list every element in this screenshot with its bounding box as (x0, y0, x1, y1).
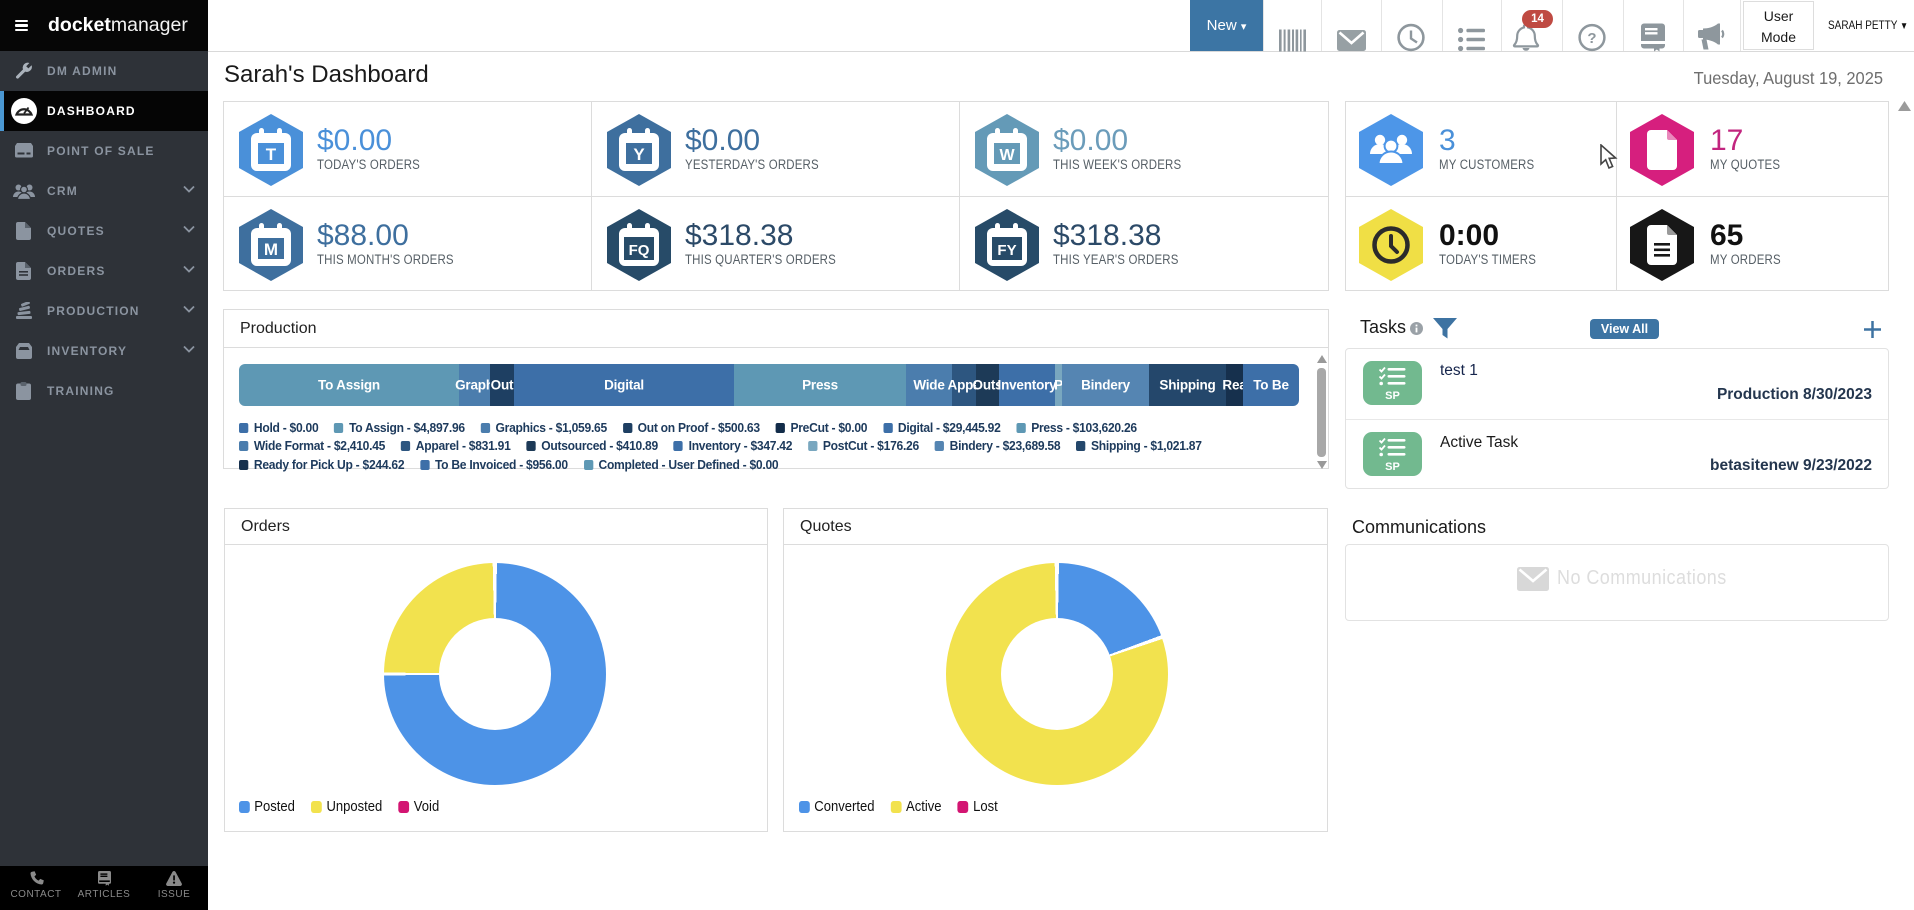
svg-text:M: M (264, 240, 278, 259)
svg-text:Y: Y (633, 145, 645, 164)
svg-text:W: W (999, 147, 1015, 164)
svg-text:?: ? (1587, 30, 1596, 47)
svg-text:FQ: FQ (629, 242, 650, 259)
svg-text:T: T (266, 145, 277, 164)
svg-text:FY: FY (997, 242, 1016, 259)
